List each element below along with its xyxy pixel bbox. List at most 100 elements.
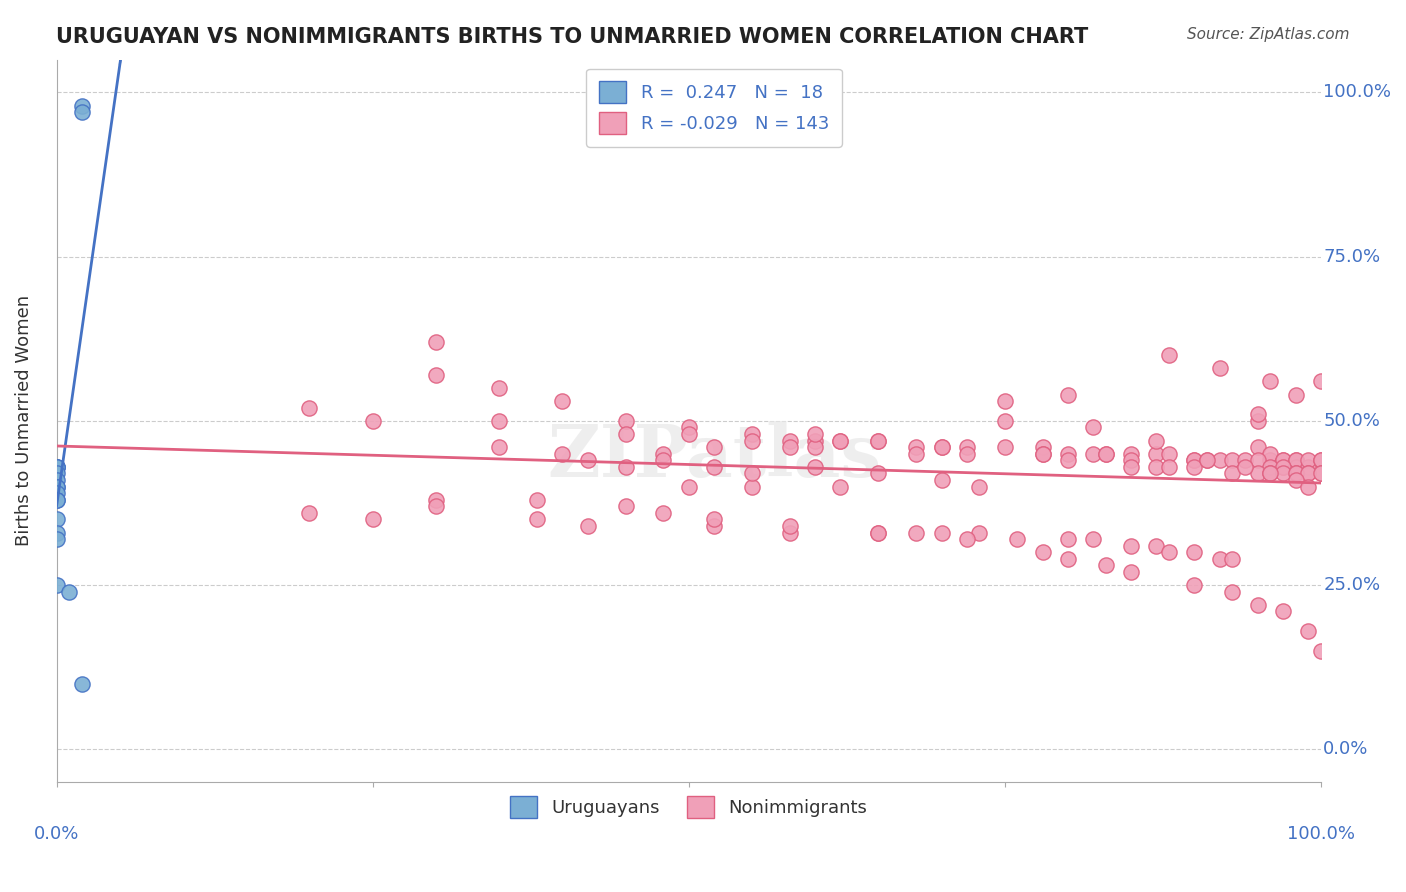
- Point: [1284, 467, 1306, 481]
- Point: [1271, 453, 1294, 467]
- Point: [526, 512, 548, 526]
- Point: [1057, 387, 1080, 401]
- Point: [576, 453, 599, 467]
- Point: [45, 459, 67, 474]
- Text: 50.0%: 50.0%: [1323, 412, 1381, 430]
- Point: [1309, 467, 1331, 481]
- Point: [1208, 551, 1230, 566]
- Point: [1032, 440, 1054, 454]
- Point: [1284, 459, 1306, 474]
- Point: [361, 512, 384, 526]
- Text: ZIPatlas: ZIPatlas: [547, 422, 882, 492]
- Point: [652, 447, 675, 461]
- Point: [1184, 453, 1206, 467]
- Point: [905, 440, 928, 454]
- Point: [614, 427, 637, 442]
- Point: [994, 394, 1017, 409]
- Point: [1309, 453, 1331, 467]
- Point: [1184, 453, 1206, 467]
- Point: [45, 473, 67, 487]
- Point: [45, 492, 67, 507]
- Point: [1246, 414, 1268, 428]
- Point: [1246, 598, 1268, 612]
- Text: 75.0%: 75.0%: [1323, 248, 1381, 266]
- Point: [1208, 361, 1230, 376]
- Point: [1057, 532, 1080, 546]
- Text: 0.0%: 0.0%: [1323, 740, 1368, 758]
- Point: [1296, 467, 1319, 481]
- Point: [1146, 539, 1168, 553]
- Point: [45, 492, 67, 507]
- Point: [298, 506, 321, 520]
- Point: [1258, 467, 1281, 481]
- Point: [1146, 447, 1168, 461]
- Point: [1083, 532, 1105, 546]
- Point: [931, 473, 953, 487]
- Point: [45, 459, 67, 474]
- Point: [868, 525, 890, 540]
- Point: [969, 525, 991, 540]
- Point: [956, 440, 979, 454]
- Point: [703, 512, 725, 526]
- Point: [1195, 453, 1218, 467]
- Point: [830, 434, 852, 448]
- Point: [868, 467, 890, 481]
- Point: [1208, 453, 1230, 467]
- Point: [703, 459, 725, 474]
- Point: [1184, 545, 1206, 559]
- Point: [779, 440, 801, 454]
- Point: [45, 525, 67, 540]
- Point: [425, 368, 447, 382]
- Text: 0.0%: 0.0%: [34, 825, 79, 844]
- Point: [1284, 453, 1306, 467]
- Point: [1246, 453, 1268, 467]
- Point: [1271, 453, 1294, 467]
- Point: [1121, 459, 1143, 474]
- Point: [70, 105, 93, 120]
- Point: [1195, 453, 1218, 467]
- Point: [576, 519, 599, 533]
- Point: [956, 532, 979, 546]
- Point: [1296, 479, 1319, 493]
- Point: [1271, 467, 1294, 481]
- Point: [614, 459, 637, 474]
- Point: [45, 486, 67, 500]
- Point: [45, 512, 67, 526]
- Point: [1032, 447, 1054, 461]
- Point: [1095, 447, 1118, 461]
- Point: [931, 440, 953, 454]
- Point: [741, 427, 763, 442]
- Point: [526, 492, 548, 507]
- Point: [488, 414, 510, 428]
- Point: [70, 98, 93, 112]
- Point: [425, 500, 447, 514]
- Point: [931, 440, 953, 454]
- Point: [1258, 453, 1281, 467]
- Point: [45, 467, 67, 481]
- Point: [1258, 467, 1281, 481]
- Point: [1284, 473, 1306, 487]
- Text: 100.0%: 100.0%: [1323, 84, 1392, 102]
- Point: [1057, 551, 1080, 566]
- Point: [652, 506, 675, 520]
- Point: [969, 479, 991, 493]
- Point: [652, 453, 675, 467]
- Legend: R =  0.247   N =  18, R = -0.029   N = 143: R = 0.247 N = 18, R = -0.029 N = 143: [586, 69, 842, 147]
- Point: [1121, 539, 1143, 553]
- Point: [1121, 565, 1143, 579]
- Y-axis label: Births to Unmarried Women: Births to Unmarried Women: [15, 295, 32, 547]
- Point: [1121, 447, 1143, 461]
- Point: [804, 434, 827, 448]
- Point: [1057, 447, 1080, 461]
- Point: [488, 440, 510, 454]
- Point: [1007, 532, 1029, 546]
- Point: [1220, 551, 1243, 566]
- Point: [1309, 375, 1331, 389]
- Point: [868, 434, 890, 448]
- Point: [70, 676, 93, 690]
- Point: [868, 525, 890, 540]
- Text: 25.0%: 25.0%: [1323, 576, 1381, 594]
- Point: [1146, 459, 1168, 474]
- Point: [45, 479, 67, 493]
- Point: [298, 401, 321, 415]
